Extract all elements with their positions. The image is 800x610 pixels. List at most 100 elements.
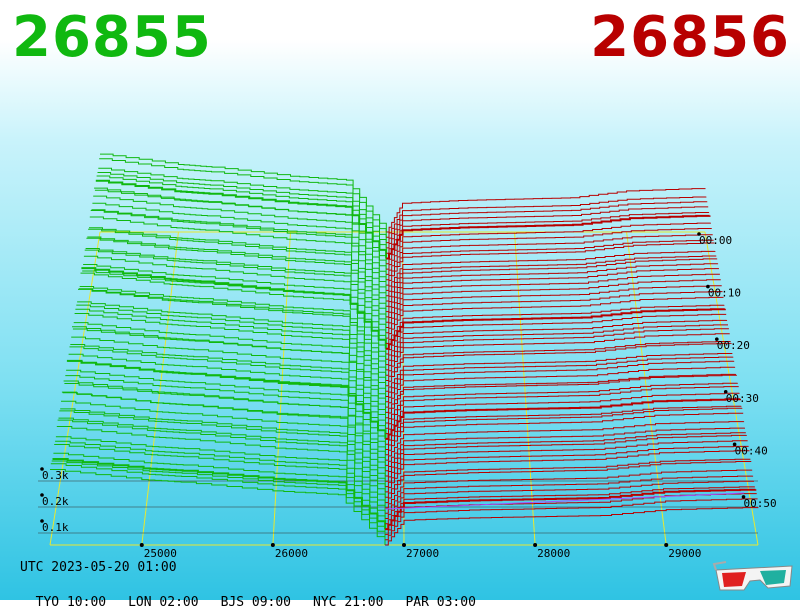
ask-depth-line [385,469,753,509]
ask-depth-line [385,480,754,519]
ask-depth-line [386,188,706,233]
z-tick-marker [40,493,44,497]
ask-depth-line [386,206,709,249]
ask-depth-line [386,214,711,260]
time-tick-label: 00:00 [699,234,732,247]
ask-depth-line [385,461,752,504]
time-tick-marker [732,442,737,447]
ask-depth-line [386,273,720,318]
ask-price: 26856 [590,5,790,70]
time-tick-label: 00:30 [726,392,759,405]
ask-depth-line [386,234,713,275]
ask-depth-series [385,188,759,546]
ask-depth-line [385,407,743,450]
ask-depth-line [385,333,730,376]
ask-depth-line [385,488,757,531]
ask-depth-line [386,255,717,297]
3d-glasses-icon[interactable] [712,560,796,594]
bid-price: 26855 [12,5,212,70]
time-tick-marker [697,232,701,236]
ask-depth-line [386,222,711,265]
ask-depth-line [385,360,735,403]
x-tick-marker [664,543,669,547]
time-tick-marker [741,495,746,499]
ask-depth-line [386,263,719,307]
z-tick-label: 0.3k [42,469,69,482]
time-tick-marker [706,284,710,289]
ask-depth-line [385,319,728,360]
x-tick-label: 26000 [275,547,308,560]
ask-depth-line [385,296,724,339]
grid-left-edge [49,231,101,546]
axis-labels: 25000 26000 27000 28000 29000 0.1k 0.2k 0.3k 00:… [40,232,777,560]
bid-depth-series [50,153,388,545]
clock-bjs: BJS 09:00 [220,595,292,610]
time-tick-label: 00:40 [735,444,768,457]
ask-depth-line [385,507,759,546]
z-tick-marker [40,519,44,523]
world-clocks: TYO 10:00 LON 02:00 BJS 09:00 NYC 21:00 PAR … [20,580,498,610]
ask-depth-line [385,366,736,408]
bid-depth-line [62,392,386,466]
bid-depth-line [63,380,386,461]
time-tick-marker [723,389,728,394]
z-tick-label: 0.2k [42,495,69,508]
ask-depth-line [385,421,745,461]
ask-depth-line [386,239,714,281]
clock-par: PAR 03:00 [405,595,476,610]
time-tick-label: 00:10 [708,287,741,300]
ask-depth-line [386,212,710,254]
z-tick-label: 0.1k [42,521,69,534]
ask-depth-line [386,196,707,238]
floor-line [385,492,745,510]
ask-depth-line [386,250,716,291]
ask-depth-line [385,398,741,440]
bid-depth-line [81,267,387,349]
grid-right-edge [704,231,759,546]
clock-tyo: TYO 10:00 [35,595,107,610]
z-tick-marker [40,467,44,471]
ask-depth-line [385,412,744,456]
bid-depth-line [80,272,387,354]
ask-depth-line [385,498,758,541]
x-tick-label: 25000 [144,547,177,560]
x-tick-label: 29000 [668,547,701,560]
ask-depth-line [385,382,738,424]
ask-depth-line [385,434,747,477]
time-tick-label: 00:20 [717,339,750,352]
bid-depth-line [50,469,386,545]
bid-depth-line [55,440,386,514]
ask-depth-line [385,493,757,535]
ask-depth-line [386,201,708,244]
ask-depth-line [385,324,728,366]
ask-depth-line [385,445,749,488]
x-tick-label: 28000 [537,547,570,560]
ask-depth-line [385,353,733,392]
ask-depth-line [385,328,729,371]
x-tick-marker [402,543,406,547]
ask-depth-line [385,475,754,514]
grid-line-x [272,231,291,546]
ask-depth-line [385,386,739,429]
ask-depth-line [385,405,742,445]
ask-depth-line [385,432,746,472]
ask-depth-line [385,342,732,387]
ask-depth-line [386,228,712,270]
bid-depth-line [55,436,386,508]
x-tick-label: 27000 [406,547,439,560]
x-tick-marker [533,543,538,547]
time-tick-marker [715,337,719,341]
ask-depth-line [385,374,737,419]
ask-depth-line [386,285,722,328]
ask-depth-line [385,440,748,482]
grid-line-x [514,231,536,546]
ask-depth-line [385,341,731,381]
ask-depth-line [386,242,715,286]
clock-lon: LON 02:00 [128,595,199,610]
bid-depth-line [51,460,386,535]
ask-depth-line [385,313,727,355]
ask-depth-line [386,258,718,302]
clock-nyc: NYC 21:00 [313,595,384,610]
bid-depth-line [50,463,386,540]
